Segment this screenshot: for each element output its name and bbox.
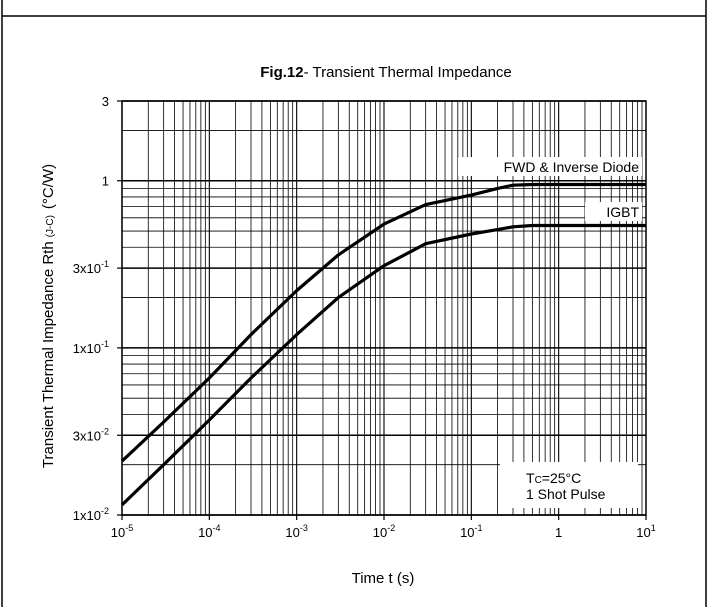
- annotation-bg: [500, 462, 638, 508]
- x-tick-label: 10-1: [460, 523, 482, 540]
- y-tick-label: 3x10-1: [73, 259, 109, 276]
- conditions-annotation: TC=25°C 1 Shot Pulse: [500, 462, 638, 508]
- chart-title-text: - Transient Thermal Impedance: [304, 64, 512, 81]
- y-tick-label: 1: [102, 174, 109, 189]
- annotation-tc-symbol: T: [526, 470, 535, 486]
- x-tick-label: 10-5: [111, 523, 133, 540]
- legend-fwd: FWD & Inverse Diode: [458, 157, 642, 176]
- legend-fwd-label: FWD & Inverse Diode: [504, 159, 640, 175]
- x-axis-label: Time t (s): [352, 570, 415, 587]
- y-axis-label-unit: (°C/W): [40, 164, 57, 209]
- x-tick-label: 10-2: [373, 523, 395, 540]
- y-axis-label: Transient Thermal Impedance Rth (J-C) (°C/…: [40, 164, 57, 468]
- y-tick-label: 3x10-2: [73, 426, 109, 443]
- x-tick-label: 101: [636, 523, 655, 540]
- y-axis-label-subscript: (J-C): [45, 215, 56, 237]
- x-tick-label: 1: [555, 525, 562, 540]
- y-tick-label: 1x10-1: [73, 339, 109, 356]
- annotation-case-temp: TC=25°C: [526, 470, 581, 486]
- axis-ticks: [117, 100, 647, 520]
- legend-igbt: IGBT: [585, 202, 642, 221]
- legend-fwd-bg: [458, 157, 642, 176]
- annotation-tc-value: =25°C: [542, 470, 581, 486]
- legend-igbt-label: IGBT: [606, 204, 639, 220]
- chart-title: Fig.12- Transient Thermal Impedance: [260, 64, 512, 81]
- annotation-tc-subscript: C: [535, 475, 542, 486]
- series-line-igbt: [120, 223, 646, 507]
- annotation-pulse: 1 Shot Pulse: [526, 486, 606, 502]
- plot-area: [121, 100, 647, 516]
- chart-title-figure-number: Fig.12: [260, 64, 303, 81]
- legend-igbt-bg: [585, 202, 642, 221]
- y-tick-label: 1x10-2: [73, 506, 109, 523]
- x-tick-label: 10-3: [285, 523, 307, 540]
- x-tick-label: 10-4: [198, 523, 220, 540]
- tick-labels: 10-5 10-4 10-3 10-2 10-1 1 101 3 1 3x10-1 1x10-1 3x…: [73, 94, 656, 540]
- series-layer: [120, 182, 646, 507]
- y-axis-label-main: Transient Thermal Impedance Rth: [40, 241, 57, 468]
- y-tick-label: 3: [102, 94, 109, 109]
- series-line-fwd: [120, 182, 646, 463]
